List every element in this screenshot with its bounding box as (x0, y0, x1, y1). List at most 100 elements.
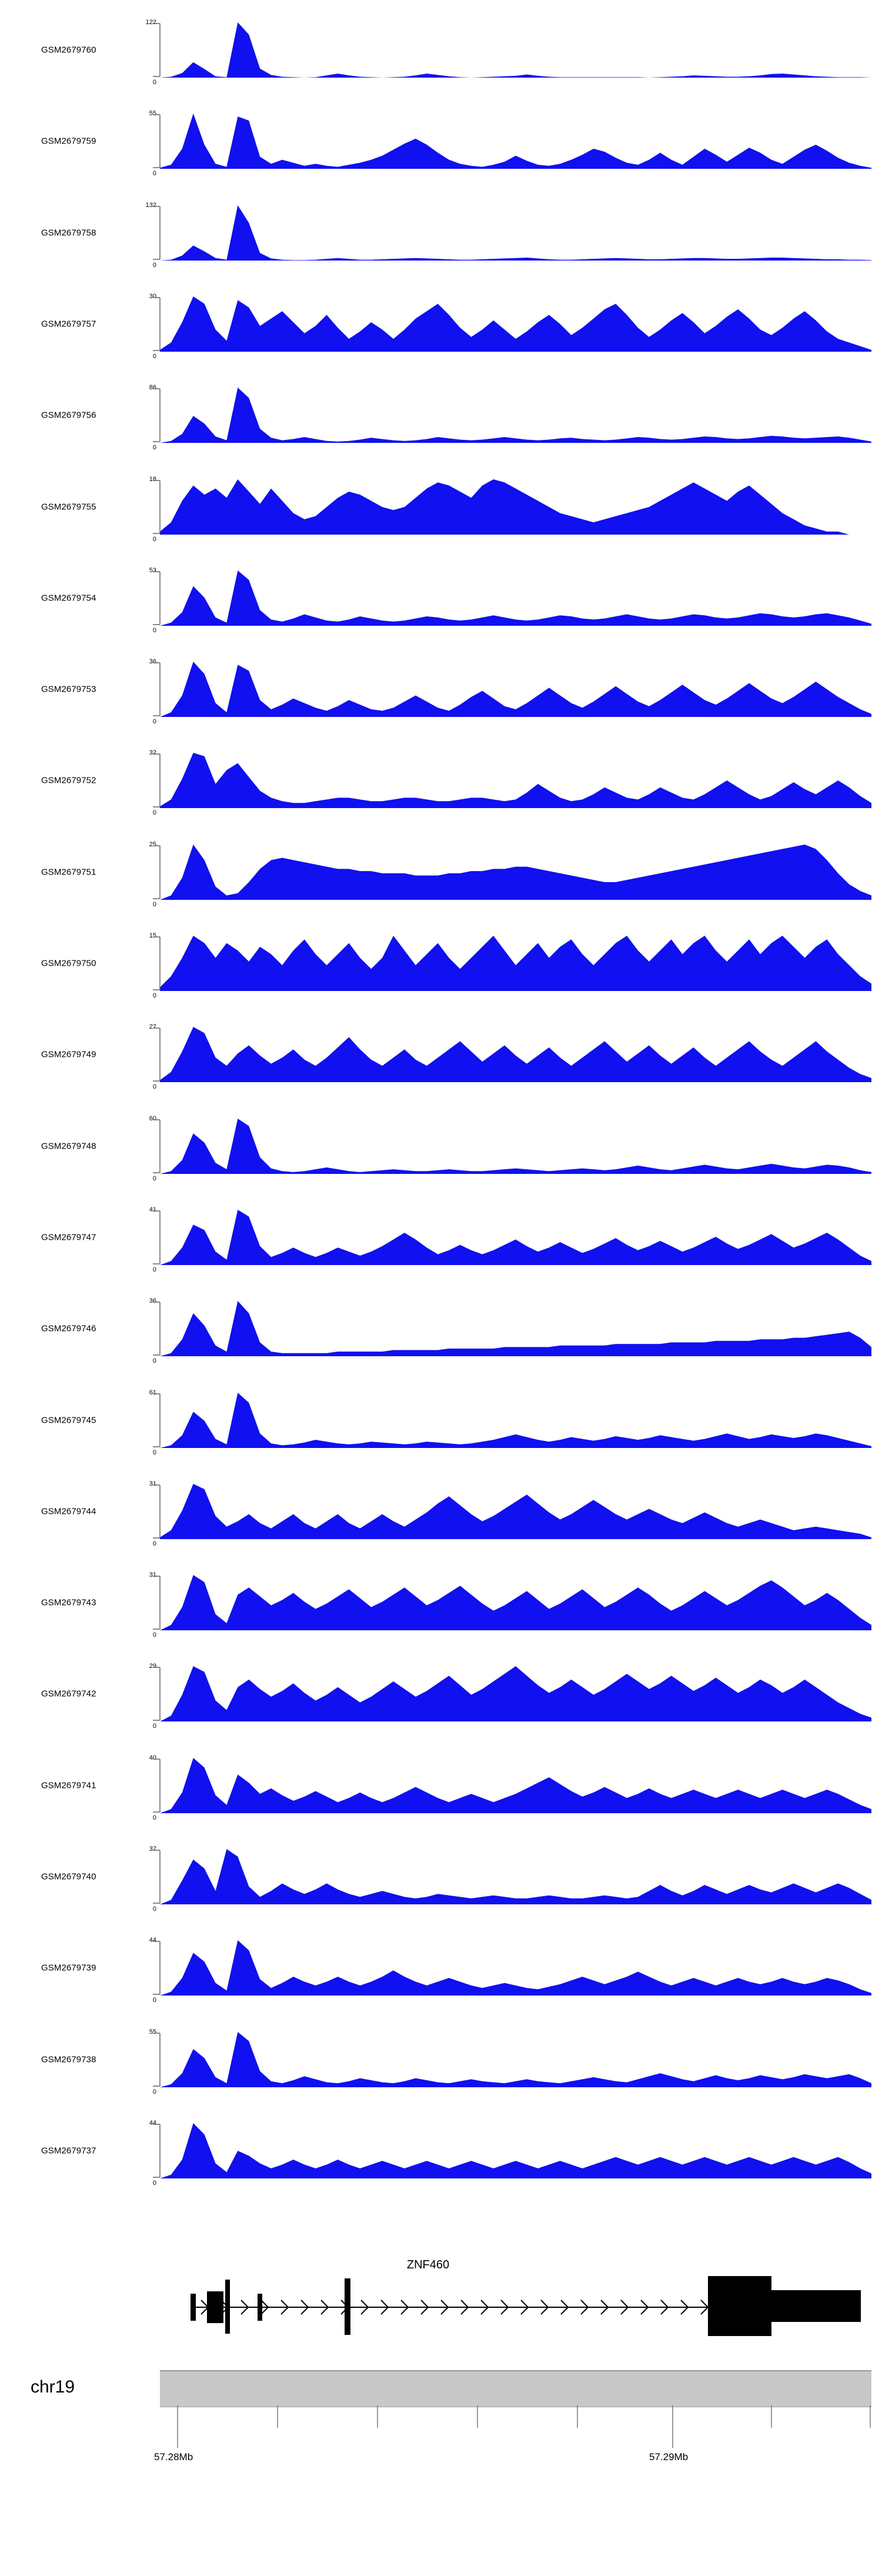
coverage-plot[interactable] (160, 388, 871, 443)
y-axis-bracket (152, 1119, 161, 1174)
strand-arrows (201, 2300, 709, 2315)
track-label: GSM2679740 (41, 1871, 96, 1882)
track-label: GSM2679760 (41, 45, 96, 55)
coverage-plot[interactable] (160, 1849, 871, 1904)
coverage-track[interactable]: GSM2679755 18 0 (0, 475, 882, 543)
coverage-area (160, 844, 871, 900)
axis-ticks-svg (177, 2405, 871, 2448)
track-label: GSM2679743 (41, 1597, 96, 1608)
track-label: GSM2679755 (41, 502, 96, 512)
coverage-area (160, 1666, 871, 1722)
coverage-plot[interactable] (160, 1483, 871, 1539)
coverage-area (160, 22, 871, 78)
coverage-track[interactable]: GSM2679747 41 0 (0, 1205, 882, 1273)
coverage-plot[interactable] (160, 296, 871, 352)
y-axis-bracket (152, 662, 161, 717)
exon-4 (258, 2294, 262, 2321)
coverage-plot[interactable] (160, 22, 871, 78)
coverage-plot[interactable] (160, 2123, 871, 2178)
coverage-plot[interactable] (160, 1027, 871, 1083)
y-axis-bracket (152, 570, 161, 626)
coverage-plot[interactable] (160, 1209, 871, 1265)
y-axis-min-label: 0 (152, 535, 156, 543)
y-axis-min-label: 0 (152, 2088, 156, 2095)
coverage-plot[interactable] (160, 1757, 871, 1813)
coverage-plot[interactable] (160, 570, 871, 626)
coverage-plot[interactable] (160, 2031, 871, 2087)
coverage-track[interactable]: GSM2679753 36 0 (0, 657, 882, 725)
coverage-area (160, 1118, 871, 1174)
gene-name-label: ZNF460 (0, 2258, 882, 2272)
track-label: GSM2679739 (41, 1963, 96, 1973)
coverage-plot[interactable] (160, 753, 871, 809)
coverage-plot[interactable] (160, 114, 871, 169)
coverage-track[interactable]: GSM2679745 61 0 (0, 1388, 882, 1456)
coverage-track[interactable]: GSM2679743 31 0 (0, 1570, 882, 1639)
coverage-area (160, 753, 871, 809)
coverage-plot[interactable] (160, 936, 871, 991)
coverage-track[interactable]: GSM2679758 132 0 (0, 201, 882, 269)
coverage-track[interactable]: GSM2679754 53 0 (0, 566, 882, 634)
coverage-plot[interactable] (160, 662, 871, 718)
coverage-plot[interactable] (160, 1392, 871, 1448)
coverage-area (160, 114, 871, 169)
y-axis-bracket (152, 1849, 161, 1904)
coverage-area (160, 1757, 871, 1813)
y-axis-bracket (152, 1210, 161, 1265)
coverage-track[interactable]: GSM2679748 60 0 (0, 1114, 882, 1182)
y-axis-bracket (152, 1758, 161, 1813)
coverage-track[interactable]: GSM2679737 44 0 (0, 2118, 882, 2187)
y-axis-min-label: 0 (152, 992, 156, 999)
coverage-track[interactable]: GSM2679752 32 0 (0, 748, 882, 817)
coverage-plot[interactable] (160, 1301, 871, 1357)
y-axis-bracket (152, 1393, 161, 1448)
track-label: GSM2679748 (41, 1141, 96, 1152)
coverage-plot[interactable] (160, 1940, 871, 1996)
y-axis-min-label: 0 (152, 809, 156, 817)
coverage-area (160, 1209, 871, 1265)
y-axis-bracket (152, 388, 161, 443)
coverage-track[interactable]: GSM2679759 55 0 (0, 109, 882, 177)
coverage-track[interactable]: GSM2679749 27 0 (0, 1022, 882, 1090)
coverage-plot[interactable] (160, 205, 871, 261)
coverage-area (160, 2123, 871, 2178)
ideogram-bar[interactable] (160, 2370, 871, 2407)
coverage-track[interactable]: GSM2679746 36 0 (0, 1296, 882, 1364)
coverage-track[interactable]: GSM2679740 37 0 (0, 1844, 882, 1913)
coverage-track[interactable]: GSM2679750 15 0 (0, 931, 882, 999)
coverage-area (160, 479, 871, 535)
coverage-track[interactable]: GSM2679756 86 0 (0, 383, 882, 452)
track-label: GSM2679745 (41, 1415, 96, 1425)
coverage-plot[interactable] (160, 1118, 871, 1174)
y-axis-bracket (152, 205, 161, 261)
y-axis-min-label: 0 (152, 444, 156, 452)
coverage-track[interactable]: GSM2679760 122 0 (0, 18, 882, 86)
track-label: GSM2679742 (41, 1689, 96, 1699)
coverage-plot[interactable] (160, 479, 871, 535)
coverage-area (160, 570, 871, 626)
coverage-track[interactable]: GSM2679751 25 0 (0, 840, 882, 908)
y-axis-bracket (152, 1027, 161, 1082)
coverage-track[interactable]: GSM2679744 31 0 (0, 1479, 882, 1547)
coverage-track[interactable]: GSM2679757 30 0 (0, 292, 882, 360)
y-axis-bracket (152, 1575, 161, 1630)
coverage-track[interactable]: GSM2679738 55 0 (0, 2027, 882, 2095)
y-axis-min-label: 0 (152, 1266, 156, 1273)
y-axis-min-label: 0 (152, 170, 156, 178)
coverage-track[interactable]: GSM2679742 29 0 (0, 1661, 882, 1730)
coverage-track[interactable]: GSM2679741 40 0 (0, 1753, 882, 1821)
coverage-plot[interactable] (160, 1575, 871, 1631)
coverage-plot[interactable] (160, 1666, 871, 1722)
y-axis-max-label: 32 (149, 749, 156, 757)
y-axis-max-label: 36 (149, 1297, 156, 1305)
chromosome-axis-track[interactable]: chr19 57.28Mb 57.29Mb (0, 2364, 882, 2482)
y-axis-max-label: 55 (149, 2028, 156, 2036)
gene-model-track[interactable]: ZNF460 (0, 2258, 882, 2341)
coverage-track[interactable]: GSM2679739 44 0 (0, 1936, 882, 2004)
coverage-plot[interactable] (160, 844, 871, 900)
track-label: GSM2679754 (41, 593, 96, 603)
coverage-area (160, 662, 871, 718)
y-axis-bracket (152, 1666, 161, 1721)
axis-tick-label-right: 57.29Mb (649, 2451, 689, 2462)
